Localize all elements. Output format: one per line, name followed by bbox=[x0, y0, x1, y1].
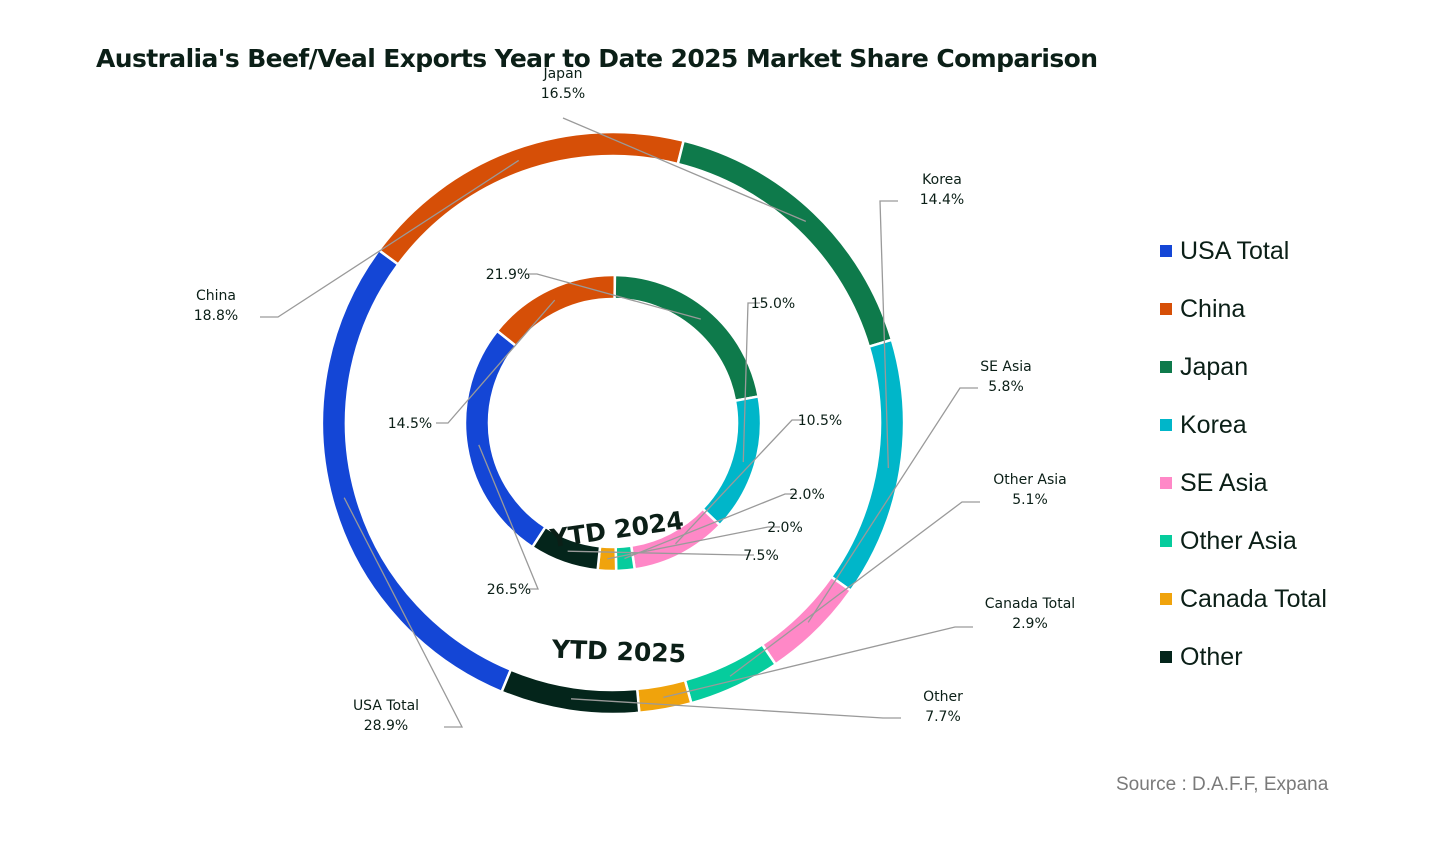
label-category-outer-other: Other bbox=[923, 689, 963, 705]
leader-line-inner-usa-total bbox=[478, 444, 539, 590]
label-value-inner-korea: 15.0% bbox=[751, 296, 795, 312]
legend-item-canada-total: Canada Total bbox=[1160, 570, 1327, 628]
label-value-inner-other-asia: 2.0% bbox=[789, 487, 825, 503]
slice-outer-china bbox=[377, 130, 686, 267]
leader-line-inner-japan bbox=[525, 273, 701, 320]
leader-line-inner-other-asia bbox=[624, 493, 797, 560]
label-category-outer-china: China bbox=[196, 288, 236, 304]
label-value-inner-other: 7.5% bbox=[743, 548, 779, 564]
slice-inner-other bbox=[530, 525, 602, 572]
slice-inner-japan bbox=[613, 273, 761, 403]
legend-swatch-korea bbox=[1160, 419, 1172, 431]
label-category-outer-other-asia: Other Asia bbox=[993, 472, 1067, 488]
data-labels: USA Total 28.9% China 18.8% Japan 16.5% Korea 1… bbox=[194, 66, 1075, 734]
leader-line-outer-usa-total bbox=[343, 497, 464, 728]
slice-outer-other bbox=[500, 668, 641, 716]
leader-line-inner-se-asia bbox=[675, 419, 804, 545]
label-value-inner-japan: 21.9% bbox=[486, 267, 530, 283]
label-value-outer-other-asia: 5.1% bbox=[1012, 492, 1048, 508]
leader-line-outer-canada-total bbox=[663, 626, 973, 699]
legend-item-se-asia: SE Asia bbox=[1160, 454, 1327, 512]
chart-title: Australia's Beef/Veal Exports Year to Da… bbox=[96, 44, 1098, 73]
legend-label-korea: Korea bbox=[1180, 410, 1247, 439]
slice-inner-china bbox=[495, 273, 617, 348]
legend-item-other: Other bbox=[1160, 628, 1327, 686]
legend-item-korea: Korea bbox=[1160, 396, 1327, 454]
legend-swatch-canada-total bbox=[1160, 593, 1172, 605]
outer-ring bbox=[320, 130, 906, 716]
legend-label-china: China bbox=[1180, 294, 1246, 323]
legend-item-other-asia: Other Asia bbox=[1160, 512, 1327, 570]
slice-inner-usa-total bbox=[463, 329, 548, 549]
label-value-outer-korea: 14.4% bbox=[920, 192, 964, 208]
legend-swatch-other-asia bbox=[1160, 535, 1172, 547]
leader-line-outer-korea bbox=[879, 200, 898, 469]
legend-swatch-se-asia bbox=[1160, 477, 1172, 489]
leader-line-outer-other-asia bbox=[729, 501, 980, 677]
ring-title-ytd-2025: YTD 2025 bbox=[550, 635, 686, 669]
leader-line-inner-canada-total bbox=[607, 526, 780, 560]
leader-lines bbox=[260, 117, 980, 728]
label-value-inner-china: 14.5% bbox=[388, 416, 432, 432]
label-value-inner-se-asia: 10.5% bbox=[798, 413, 842, 429]
label-value-outer-canada-total: 2.9% bbox=[1012, 616, 1048, 632]
legend-item-usa-total: USA Total bbox=[1160, 222, 1327, 280]
label-value-outer-usa-total: 28.9% bbox=[364, 718, 408, 734]
label-category-outer-canada-total: Canada Total bbox=[985, 596, 1075, 612]
legend-label-canada-total: Canada Total bbox=[1180, 584, 1327, 613]
legend-label-japan: Japan bbox=[1180, 352, 1249, 381]
label-value-inner-usa-total: 26.5% bbox=[487, 582, 531, 598]
leader-line-inner-china bbox=[436, 299, 556, 424]
legend-swatch-other bbox=[1160, 651, 1172, 663]
label-category-outer-usa-total: USA Total bbox=[353, 698, 419, 714]
inner-ring bbox=[463, 273, 763, 573]
legend-swatch-usa-total bbox=[1160, 245, 1172, 257]
slice-outer-se-asia bbox=[760, 575, 853, 667]
label-value-inner-canada-total: 2.0% bbox=[767, 520, 803, 536]
leader-line-inner-korea bbox=[742, 302, 760, 463]
leader-line-outer-other bbox=[570, 698, 901, 719]
leader-line-outer-japan bbox=[562, 117, 807, 222]
legend-label-other: Other bbox=[1180, 642, 1243, 671]
legend-swatch-china bbox=[1160, 303, 1172, 315]
label-value-outer-other: 7.7% bbox=[925, 709, 961, 725]
label-value-outer-se-asia: 5.8% bbox=[988, 379, 1024, 395]
legend: USA Total China Japan Korea SE Asia Other Asi… bbox=[1160, 222, 1327, 686]
label-value-outer-japan: 16.5% bbox=[541, 86, 585, 102]
legend-swatch-japan bbox=[1160, 361, 1172, 373]
label-category-outer-korea: Korea bbox=[922, 172, 962, 188]
leader-line-outer-se-asia bbox=[807, 387, 978, 623]
label-category-outer-japan: Japan bbox=[542, 66, 582, 82]
slice-outer-canada-total bbox=[635, 678, 693, 715]
legend-item-china: China bbox=[1160, 280, 1327, 338]
legend-label-usa-total: USA Total bbox=[1180, 236, 1290, 265]
leader-line-inner-other bbox=[567, 550, 754, 556]
legend-item-japan: Japan bbox=[1160, 338, 1327, 396]
legend-label-se-asia: SE Asia bbox=[1180, 468, 1268, 497]
source-note: Source : D.A.F.F, Expana bbox=[1116, 774, 1329, 795]
leader-line-outer-china bbox=[260, 159, 520, 318]
legend-label-other-asia: Other Asia bbox=[1180, 526, 1297, 555]
label-value-outer-china: 18.8% bbox=[194, 308, 238, 324]
label-category-outer-se-asia: SE Asia bbox=[980, 359, 1032, 375]
